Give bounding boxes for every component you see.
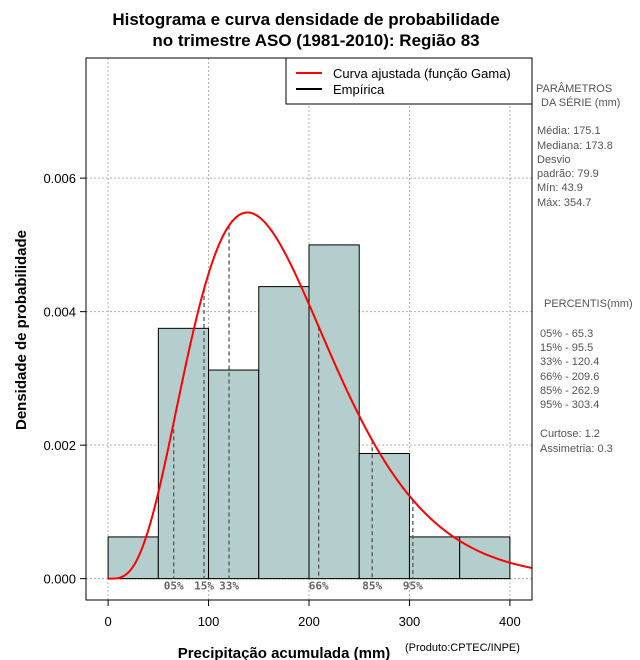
- percentil-95: 95% - 303.4: [540, 399, 599, 411]
- y-tick-label: 0.006: [43, 171, 76, 186]
- percentile-label: 15%: [194, 580, 214, 593]
- stat-assimetria: Assimetria: 0.3: [540, 443, 613, 455]
- histogram-bar: [308, 244, 360, 580]
- statistics-panel: PARÂMETROS DA SÉRIE (mm) Média: 175.1 Me…: [536, 82, 633, 455]
- stat-min: Mín: 43.9: [537, 182, 583, 194]
- percentile-label: 66%: [309, 580, 329, 593]
- chart-title-line1: Histograma e curva densidade de probabil…: [112, 10, 499, 29]
- gamma-curve-layer: [108, 211, 533, 580]
- x-tick-label: 0: [104, 614, 111, 629]
- legend-box: [285, 57, 533, 105]
- stat-desvio-2: padrão: 79.9: [537, 168, 599, 180]
- legend: Curva ajustada (função Gama) Empírica: [285, 57, 533, 105]
- y-tick-label: 0.004: [43, 305, 76, 320]
- histogram-bar: [208, 369, 260, 580]
- percentis-title: PERCENTIS(mm): [544, 298, 633, 310]
- params-title-2: DA SÉRIE (mm): [541, 96, 620, 109]
- percentile-label: 33%: [219, 580, 239, 593]
- stat-curtose: Curtose: 1.2: [540, 428, 600, 440]
- histogram-bar: [358, 452, 410, 580]
- percentile-label: 95%: [403, 580, 423, 593]
- gamma-curve: [108, 211, 533, 580]
- params-title-1: PARÂMETROS: [536, 82, 612, 95]
- histogram-bar: [258, 286, 310, 580]
- y-tick-label: 0.002: [43, 438, 76, 453]
- histogram-bar: [408, 536, 461, 580]
- stat-max: Máx: 354.7: [537, 197, 591, 209]
- percentil-15: 15% - 95.5: [540, 342, 593, 354]
- y-axis-label: Densidade de probabilidade: [13, 230, 30, 430]
- histogram-bar: [459, 536, 511, 580]
- percentil-66: 66% - 209.6: [540, 371, 599, 383]
- histogram-bars: [107, 244, 511, 580]
- x-axis-label: Precipitação acumulada (mm): [178, 645, 391, 660]
- y-tick-label: 0.000: [43, 572, 76, 587]
- percentil-05: 05% - 65.3: [540, 328, 593, 340]
- product-credit: (Produto:CPTEC/INPE): [405, 642, 520, 654]
- percentil-33: 33% - 120.4: [540, 356, 599, 368]
- stat-desvio-1: Desvio: [537, 154, 571, 166]
- percentile-markers: 05% 15% 33% 66% 85% 95%: [164, 225, 423, 593]
- percentil-85: 85% - 262.9: [540, 385, 599, 397]
- x-tick-label: 400: [499, 614, 521, 629]
- percentile-label: 85%: [362, 580, 382, 593]
- x-tick-label: 200: [298, 614, 320, 629]
- percentile-label: 05%: [164, 580, 184, 593]
- stat-mediana: Mediana: 173.8: [537, 140, 613, 152]
- legend-label-empirical: Empírica: [333, 82, 385, 97]
- x-tick-label: 100: [198, 614, 220, 629]
- legend-label-curve: Curva ajustada (função Gama): [333, 66, 511, 81]
- histogram-bar: [107, 536, 159, 580]
- chart-title-line2: no trimestre ASO (1981-2010): Região 83: [152, 31, 479, 50]
- stat-media: Média: 175.1: [537, 125, 601, 137]
- x-tick-label: 300: [399, 614, 421, 629]
- axes: 0 100 200 300 400 0.000 0.002 0.004 0.006: [43, 171, 520, 629]
- histogram-bar: [157, 327, 210, 580]
